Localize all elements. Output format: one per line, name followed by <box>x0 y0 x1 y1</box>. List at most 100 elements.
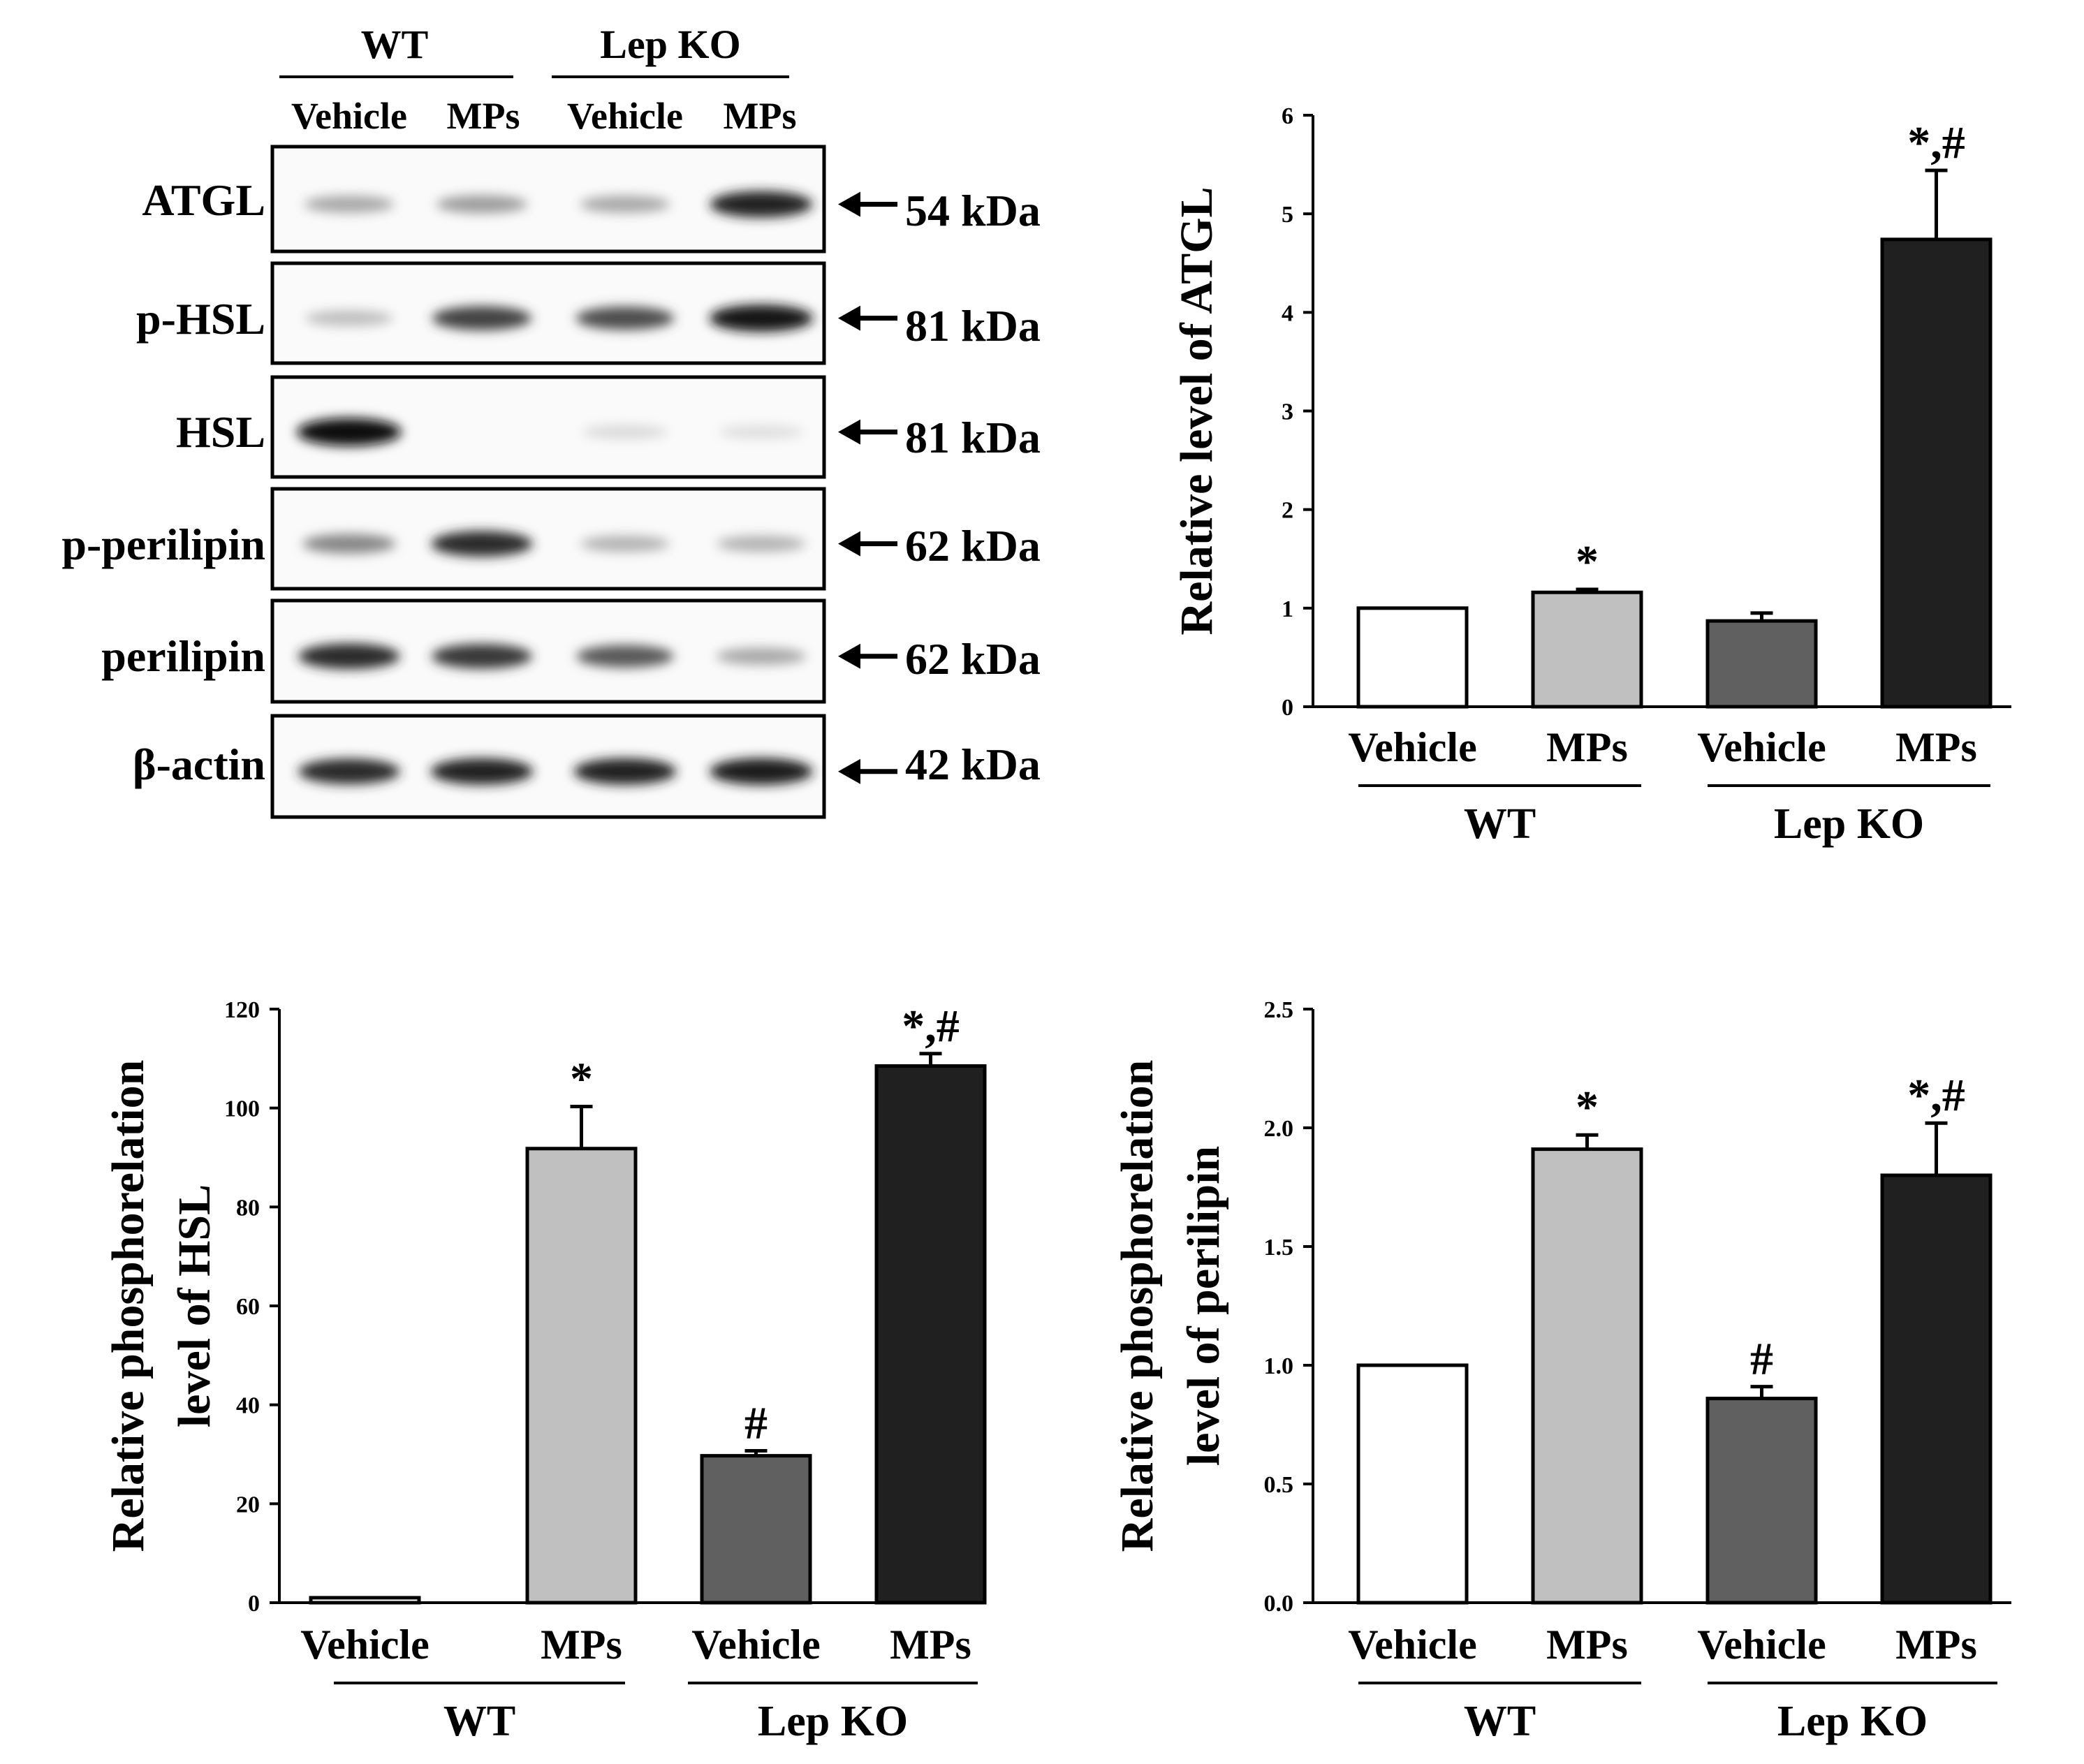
significance-marker: *,# <box>1907 117 1965 168</box>
group-label: Lep KO <box>758 1698 908 1745</box>
blot-protein-label: p-HSL <box>136 294 265 344</box>
blot-size-label: 62 kDa <box>905 634 1041 684</box>
blot-protein-label: ATGL <box>142 175 265 225</box>
x-category-label: MPs <box>1546 1622 1628 1668</box>
y-tick-label: 80 <box>236 1195 260 1221</box>
bar <box>1356 1363 1469 1605</box>
x-category-label: MPs <box>541 1622 622 1668</box>
bar <box>874 1064 987 1605</box>
blot-protein-label: β-actin <box>132 740 265 789</box>
blot-band <box>432 306 532 330</box>
x-category-label: MPs <box>1895 724 1977 770</box>
blot-lane-label: MPs <box>446 95 520 137</box>
blot-band <box>573 758 677 785</box>
blot-band <box>297 418 402 446</box>
bar <box>309 1596 421 1605</box>
significance-marker: *,# <box>1907 1070 1965 1121</box>
blot-band <box>582 425 668 439</box>
blot-lane-label: Vehicle <box>291 95 407 137</box>
blot-band <box>719 425 804 439</box>
group-label: WT <box>443 1698 515 1745</box>
blot-size-label: 54 kDa <box>905 186 1041 235</box>
bar <box>1356 606 1469 709</box>
blot-group-underline <box>552 75 789 78</box>
blot-band <box>302 534 396 554</box>
blot-band <box>298 758 400 785</box>
blot-band <box>580 535 670 552</box>
blot-arrow-head <box>838 531 860 557</box>
blot-band <box>436 195 528 214</box>
blot-arrow-head <box>838 419 860 445</box>
blot-size-label: 81 kDa <box>905 413 1041 462</box>
y-tick-label: 0 <box>1282 695 1293 721</box>
blot-band <box>430 758 534 785</box>
blot-band <box>298 643 400 670</box>
significance-marker: *,# <box>902 1001 960 1052</box>
blot-group-label: Lep KO <box>600 22 741 67</box>
y-tick-label: 6 <box>1282 103 1293 129</box>
significance-marker: # <box>1750 1334 1773 1385</box>
y-axis-label: level of perilipin <box>1178 1146 1229 1466</box>
blot-size-label: 62 kDa <box>905 521 1041 571</box>
group-label: Lep KO <box>1774 800 1924 848</box>
bar <box>1705 1397 1818 1605</box>
group-label: WT <box>1464 1698 1536 1745</box>
blot-band <box>576 645 674 668</box>
significance-marker: * <box>570 1054 593 1105</box>
blot-protein-label: perilipin <box>101 631 265 681</box>
y-tick-label: 100 <box>224 1096 260 1122</box>
blot-group-underline <box>279 75 513 78</box>
blot-arrow-head <box>838 758 860 784</box>
blot-protein-label: p-perilipin <box>61 520 265 569</box>
bar <box>1880 237 1993 709</box>
bar <box>1531 1147 1643 1605</box>
bar <box>1880 1173 1993 1605</box>
group-label: Lep KO <box>1777 1698 1928 1745</box>
significance-marker: * <box>1576 1082 1599 1133</box>
y-tick-label: 5 <box>1282 202 1293 228</box>
x-category-label: MPs <box>890 1622 971 1668</box>
blot-protein-label: HSL <box>175 407 265 457</box>
y-axis-label: Relative phosphorelation <box>1112 1060 1163 1552</box>
significance-marker: * <box>1576 536 1599 587</box>
y-tick-label: 2 <box>1282 498 1293 524</box>
blot-band <box>305 310 393 326</box>
x-category-label: Vehicle <box>1697 1622 1826 1668</box>
y-tick-label: 40 <box>236 1393 260 1419</box>
bar <box>1531 590 1643 709</box>
blot-band <box>716 647 807 666</box>
blot-arrow-head <box>838 191 860 217</box>
y-axis-label: level of HSL <box>169 1184 220 1427</box>
blot-arrow-head <box>838 643 860 669</box>
chart-panel: 0 1 2 3 4 5 6 Relative level of ATGL Vehicle * MPs… <box>1171 103 2011 848</box>
x-category-label: MPs <box>1895 1622 1977 1668</box>
chart-panel: 0 20 40 60 80 100 120 Relative phosphorelation l… <box>103 997 987 1745</box>
y-tick-label: 3 <box>1282 399 1293 425</box>
y-axis-label: Relative level of ATGL <box>1171 186 1222 635</box>
blot-band <box>709 304 814 332</box>
y-tick-label: 1.0 <box>1264 1353 1294 1379</box>
blot-band <box>580 196 670 213</box>
x-category-label: MPs <box>1546 724 1628 770</box>
chart-panel: 0.0 0.5 1.0 1.5 2.0 2.5 Relative phosphorelati… <box>1112 997 2011 1745</box>
blot-band <box>432 643 532 669</box>
y-tick-label: 2.0 <box>1264 1116 1294 1142</box>
x-category-label: Vehicle <box>1348 724 1476 770</box>
y-tick-label: 0.5 <box>1264 1472 1294 1498</box>
blot-size-label: 81 kDa <box>905 301 1041 351</box>
y-tick-label: 20 <box>236 1492 260 1517</box>
significance-marker: # <box>744 1398 768 1449</box>
blot-lane-label: Vehicle <box>567 95 683 137</box>
blot-band <box>710 758 813 785</box>
x-category-label: Vehicle <box>300 1622 429 1668</box>
y-tick-label: 60 <box>236 1294 260 1320</box>
x-category-label: Vehicle <box>1697 724 1826 770</box>
blot-band <box>431 531 533 557</box>
x-category-label: Vehicle <box>691 1622 820 1668</box>
blot-band <box>304 196 395 213</box>
y-tick-label: 4 <box>1282 300 1293 326</box>
blot-arrow-head <box>838 305 860 331</box>
bar <box>1705 619 1818 709</box>
